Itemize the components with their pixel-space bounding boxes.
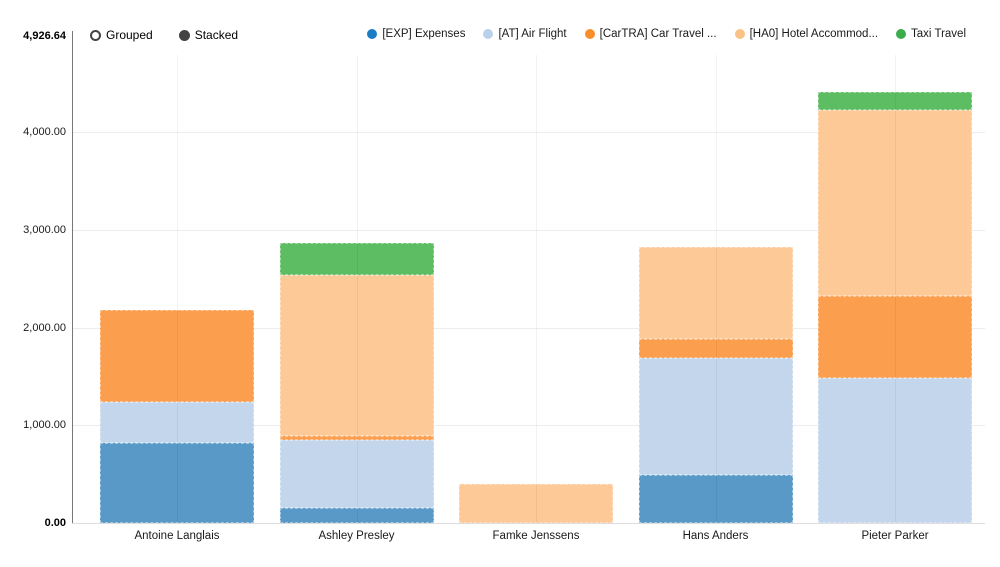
x-axis-label: Antoine Langlais: [134, 530, 220, 542]
h-gridline: [72, 327, 985, 329]
legend-dot-icon: [896, 29, 907, 39]
bar-segment-expenses[interactable]: [279, 508, 434, 523]
bar-segment-car-travel[interactable]: [638, 339, 793, 358]
legend-label: [CarTRA] Car Travel ...: [599, 28, 717, 40]
mode-radio-grouped[interactable]: Grouped: [90, 28, 153, 42]
bar-segment-car-travel[interactable]: [279, 436, 434, 440]
mode-label: Stacked: [194, 28, 239, 42]
y-tick-label: 1,000.00: [23, 419, 66, 432]
legend-dot-icon: [584, 29, 595, 39]
chart-legend: [EXP] Expenses [AT] Air Flight [CarTRA] Ca…: [367, 28, 966, 40]
bar-segment-car-travel[interactable]: [818, 295, 972, 378]
y-tick-label: 4,000.00: [23, 126, 66, 139]
bar-segment-expenses[interactable]: [638, 475, 793, 523]
y-tick-label: 3,000.00: [23, 224, 66, 237]
legend-dot-icon: [734, 29, 745, 39]
y-tick-label: 2,000.00: [23, 321, 66, 334]
bar-segment-air-flight[interactable]: [818, 377, 972, 523]
mode-radio-stacked[interactable]: Stacked: [178, 28, 239, 42]
x-axis-label: Hans Anders: [682, 530, 749, 542]
bar-segment-hotel[interactable]: [459, 483, 613, 523]
radio-icon[interactable]: [90, 29, 101, 41]
legend-dot-icon: [367, 29, 378, 39]
legend-label: [AT] Air Flight: [498, 28, 567, 40]
chart-mode-toggle: Grouped Stacked: [90, 28, 238, 42]
bar-segment-air-flight[interactable]: [638, 358, 793, 476]
legend-label: [HA0] Hotel Accommod...: [749, 28, 879, 40]
h-gridline: [72, 425, 985, 427]
x-axis-label: Ashley Presley: [318, 530, 395, 542]
bar-segment-taxi[interactable]: [818, 92, 972, 110]
legend-dot-icon: [483, 29, 494, 39]
radio-icon[interactable]: [178, 29, 190, 41]
x-axis-label: Famke Jenssens: [492, 530, 580, 542]
bar-segment-hotel[interactable]: [279, 275, 434, 437]
legend-item[interactable]: [AT] Air Flight: [483, 28, 567, 40]
y-axis-max-label: 4,926.64: [23, 30, 66, 42]
bar-segment-car-travel[interactable]: [100, 310, 254, 402]
x-axis-label: Pieter Parker: [861, 530, 929, 542]
bar-segment-hotel[interactable]: [818, 110, 972, 296]
x-axis: [72, 523, 985, 524]
legend-item[interactable]: [HA0] Hotel Accommod...: [734, 28, 879, 40]
legend-item[interactable]: Taxi Travel: [896, 28, 966, 40]
bar-segment-air-flight[interactable]: [279, 440, 434, 509]
bar-segment-taxi[interactable]: [279, 242, 434, 275]
legend-item[interactable]: [EXP] Expenses: [367, 28, 465, 40]
bar-segment-hotel[interactable]: [638, 246, 793, 340]
mode-label: Grouped: [106, 28, 153, 42]
legend-label: Taxi Travel: [911, 28, 966, 40]
y-tick-label: 0.00: [44, 517, 66, 529]
h-gridline: [72, 230, 985, 232]
bar-segment-expenses[interactable]: [100, 442, 254, 523]
v-gridline: [536, 55, 537, 523]
bar-segment-air-flight[interactable]: [100, 401, 254, 443]
y-axis: [72, 31, 73, 523]
legend-label: [EXP] Expenses: [382, 28, 466, 40]
legend-item[interactable]: [CarTRA] Car Travel ...: [584, 28, 717, 40]
h-gridline: [72, 132, 985, 134]
